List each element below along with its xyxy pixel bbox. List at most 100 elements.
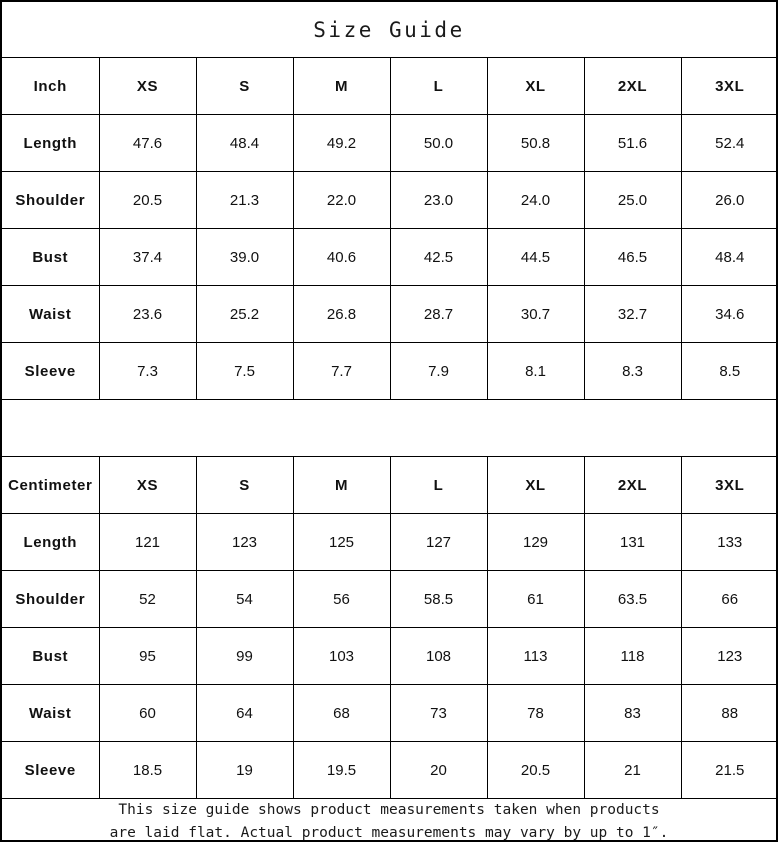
cm-sleeve-s: 19 xyxy=(195,741,294,798)
inch-bust-s: 39.0 xyxy=(195,228,294,286)
cm-size-header-xl: XL xyxy=(486,457,585,514)
inch-shoulder-m: 22.0 xyxy=(292,171,391,229)
inch-length-xs: 47.6 xyxy=(98,114,197,172)
cm-sleeve-xs: 18.5 xyxy=(98,741,197,798)
cm-bust-m: 103 xyxy=(292,627,391,685)
centimeter-measurements-table: Centimeter XS S M L XL 2XL 3XL Length 12… xyxy=(2,457,778,798)
table-row: Sleeve 18.5 19 19.5 20 20.5 21 21.5 xyxy=(2,741,778,798)
cm-waist-s: 64 xyxy=(195,684,294,742)
inch-sleeve-xs: 7.3 xyxy=(98,342,197,399)
cm-size-header-xs: XS xyxy=(98,457,197,514)
cm-shoulder-xs: 52 xyxy=(98,570,197,628)
inch-waist-2xl: 32.7 xyxy=(583,285,682,343)
cm-row-label-bust: Bust xyxy=(2,627,100,685)
inch-bust-2xl: 46.5 xyxy=(583,228,682,286)
table-row: Shoulder 20.5 21.3 22.0 23.0 24.0 25.0 2… xyxy=(2,171,778,229)
table-separator-row xyxy=(2,399,776,457)
inch-waist-xs: 23.6 xyxy=(98,285,197,343)
inch-size-header-m: M xyxy=(292,58,391,115)
inch-shoulder-xl: 24.0 xyxy=(486,171,585,229)
table-row: Shoulder 52 54 56 58.5 61 63.5 66 xyxy=(2,570,778,628)
cm-length-3xl: 133 xyxy=(680,513,778,571)
cm-shoulder-s: 54 xyxy=(195,570,294,628)
cm-shoulder-m: 56 xyxy=(292,570,391,628)
cm-length-2xl: 131 xyxy=(583,513,682,571)
inch-row-label-sleeve: Sleeve xyxy=(2,342,100,399)
inch-length-l: 50.0 xyxy=(389,114,488,172)
inch-shoulder-3xl: 26.0 xyxy=(680,171,778,229)
table-row: Bust 95 99 103 108 113 118 123 xyxy=(2,627,778,685)
inch-sleeve-xl: 8.1 xyxy=(486,342,585,399)
inch-row-label-bust: Bust xyxy=(2,228,100,286)
cm-sleeve-m: 19.5 xyxy=(292,741,391,798)
centimeter-unit-header: Centimeter xyxy=(2,457,100,514)
inch-table-block: Inch XS S M L XL 2XL 3XL Length 47.6 48.… xyxy=(2,58,778,399)
cm-bust-xs: 95 xyxy=(98,627,197,685)
inch-size-header-l: L xyxy=(389,58,488,115)
cm-shoulder-l: 58.5 xyxy=(389,570,488,628)
cm-waist-2xl: 83 xyxy=(583,684,682,742)
table-row: Waist 23.6 25.2 26.8 28.7 30.7 32.7 34.6 xyxy=(2,285,778,343)
cm-waist-3xl: 88 xyxy=(680,684,778,742)
inch-length-xl: 50.8 xyxy=(486,114,585,172)
cm-size-header-2xl: 2XL xyxy=(583,457,682,514)
inch-waist-l: 28.7 xyxy=(389,285,488,343)
inch-bust-xs: 37.4 xyxy=(98,228,197,286)
inch-size-header-xl: XL xyxy=(486,58,585,115)
cm-size-header-m: M xyxy=(292,457,391,514)
table-row: Bust 37.4 39.0 40.6 42.5 44.5 46.5 48.4 xyxy=(2,228,778,286)
cm-row-label-shoulder: Shoulder xyxy=(2,570,100,628)
inch-bust-l: 42.5 xyxy=(389,228,488,286)
cm-shoulder-3xl: 66 xyxy=(680,570,778,628)
size-guide-title-row: Size Guide xyxy=(2,2,776,58)
inch-shoulder-s: 21.3 xyxy=(195,171,294,229)
inch-waist-s: 25.2 xyxy=(195,285,294,343)
inch-bust-3xl: 48.4 xyxy=(680,228,778,286)
centimeter-table-header-row: Centimeter XS S M L XL 2XL 3XL xyxy=(2,457,778,514)
cm-length-s: 123 xyxy=(195,513,294,571)
inch-sleeve-3xl: 8.5 xyxy=(680,342,778,399)
cm-sleeve-2xl: 21 xyxy=(583,741,682,798)
cm-waist-xl: 78 xyxy=(486,684,585,742)
cm-length-m: 125 xyxy=(292,513,391,571)
inch-size-header-3xl: 3XL xyxy=(680,58,778,115)
table-row: Sleeve 7.3 7.5 7.7 7.9 8.1 8.3 8.5 xyxy=(2,342,778,399)
cm-bust-l: 108 xyxy=(389,627,488,685)
cm-row-label-length: Length xyxy=(2,513,100,571)
inch-table-header-row: Inch XS S M L XL 2XL 3XL xyxy=(2,58,778,115)
inch-waist-m: 26.8 xyxy=(292,285,391,343)
cm-length-l: 127 xyxy=(389,513,488,571)
cm-waist-m: 68 xyxy=(292,684,391,742)
inch-table-body: Inch XS S M L XL 2XL 3XL Length 47.6 48.… xyxy=(2,58,778,399)
inch-measurements-table: Inch XS S M L XL 2XL 3XL Length 47.6 48.… xyxy=(2,58,778,399)
cm-length-xs: 121 xyxy=(98,513,197,571)
inch-bust-m: 40.6 xyxy=(292,228,391,286)
inch-waist-xl: 30.7 xyxy=(486,285,585,343)
inch-size-header-2xl: 2XL xyxy=(583,58,682,115)
inch-sleeve-l: 7.9 xyxy=(389,342,488,399)
page-title: Size Guide xyxy=(313,17,465,42)
inch-sleeve-2xl: 8.3 xyxy=(583,342,682,399)
cm-sleeve-xl: 20.5 xyxy=(486,741,585,798)
inch-length-m: 49.2 xyxy=(292,114,391,172)
inch-length-2xl: 51.6 xyxy=(583,114,682,172)
cm-length-xl: 129 xyxy=(486,513,585,571)
inch-length-s: 48.4 xyxy=(195,114,294,172)
cm-size-header-s: S xyxy=(195,457,294,514)
cm-row-label-waist: Waist xyxy=(2,684,100,742)
inch-length-3xl: 52.4 xyxy=(680,114,778,172)
inch-row-label-shoulder: Shoulder xyxy=(2,171,100,229)
cm-waist-xs: 60 xyxy=(98,684,197,742)
cm-shoulder-2xl: 63.5 xyxy=(583,570,682,628)
table-row: Waist 60 64 68 73 78 83 88 xyxy=(2,684,778,742)
size-guide-footnote: This size guide shows product measuremen… xyxy=(2,798,776,845)
inch-row-label-length: Length xyxy=(2,114,100,172)
inch-shoulder-xs: 20.5 xyxy=(98,171,197,229)
cm-sleeve-l: 20 xyxy=(389,741,488,798)
inch-shoulder-l: 23.0 xyxy=(389,171,488,229)
cm-bust-3xl: 123 xyxy=(680,627,778,685)
centimeter-table-body: Centimeter XS S M L XL 2XL 3XL Length 12… xyxy=(2,457,778,798)
inch-sleeve-s: 7.5 xyxy=(195,342,294,399)
footnote-line-1: This size guide shows product measuremen… xyxy=(118,802,660,818)
